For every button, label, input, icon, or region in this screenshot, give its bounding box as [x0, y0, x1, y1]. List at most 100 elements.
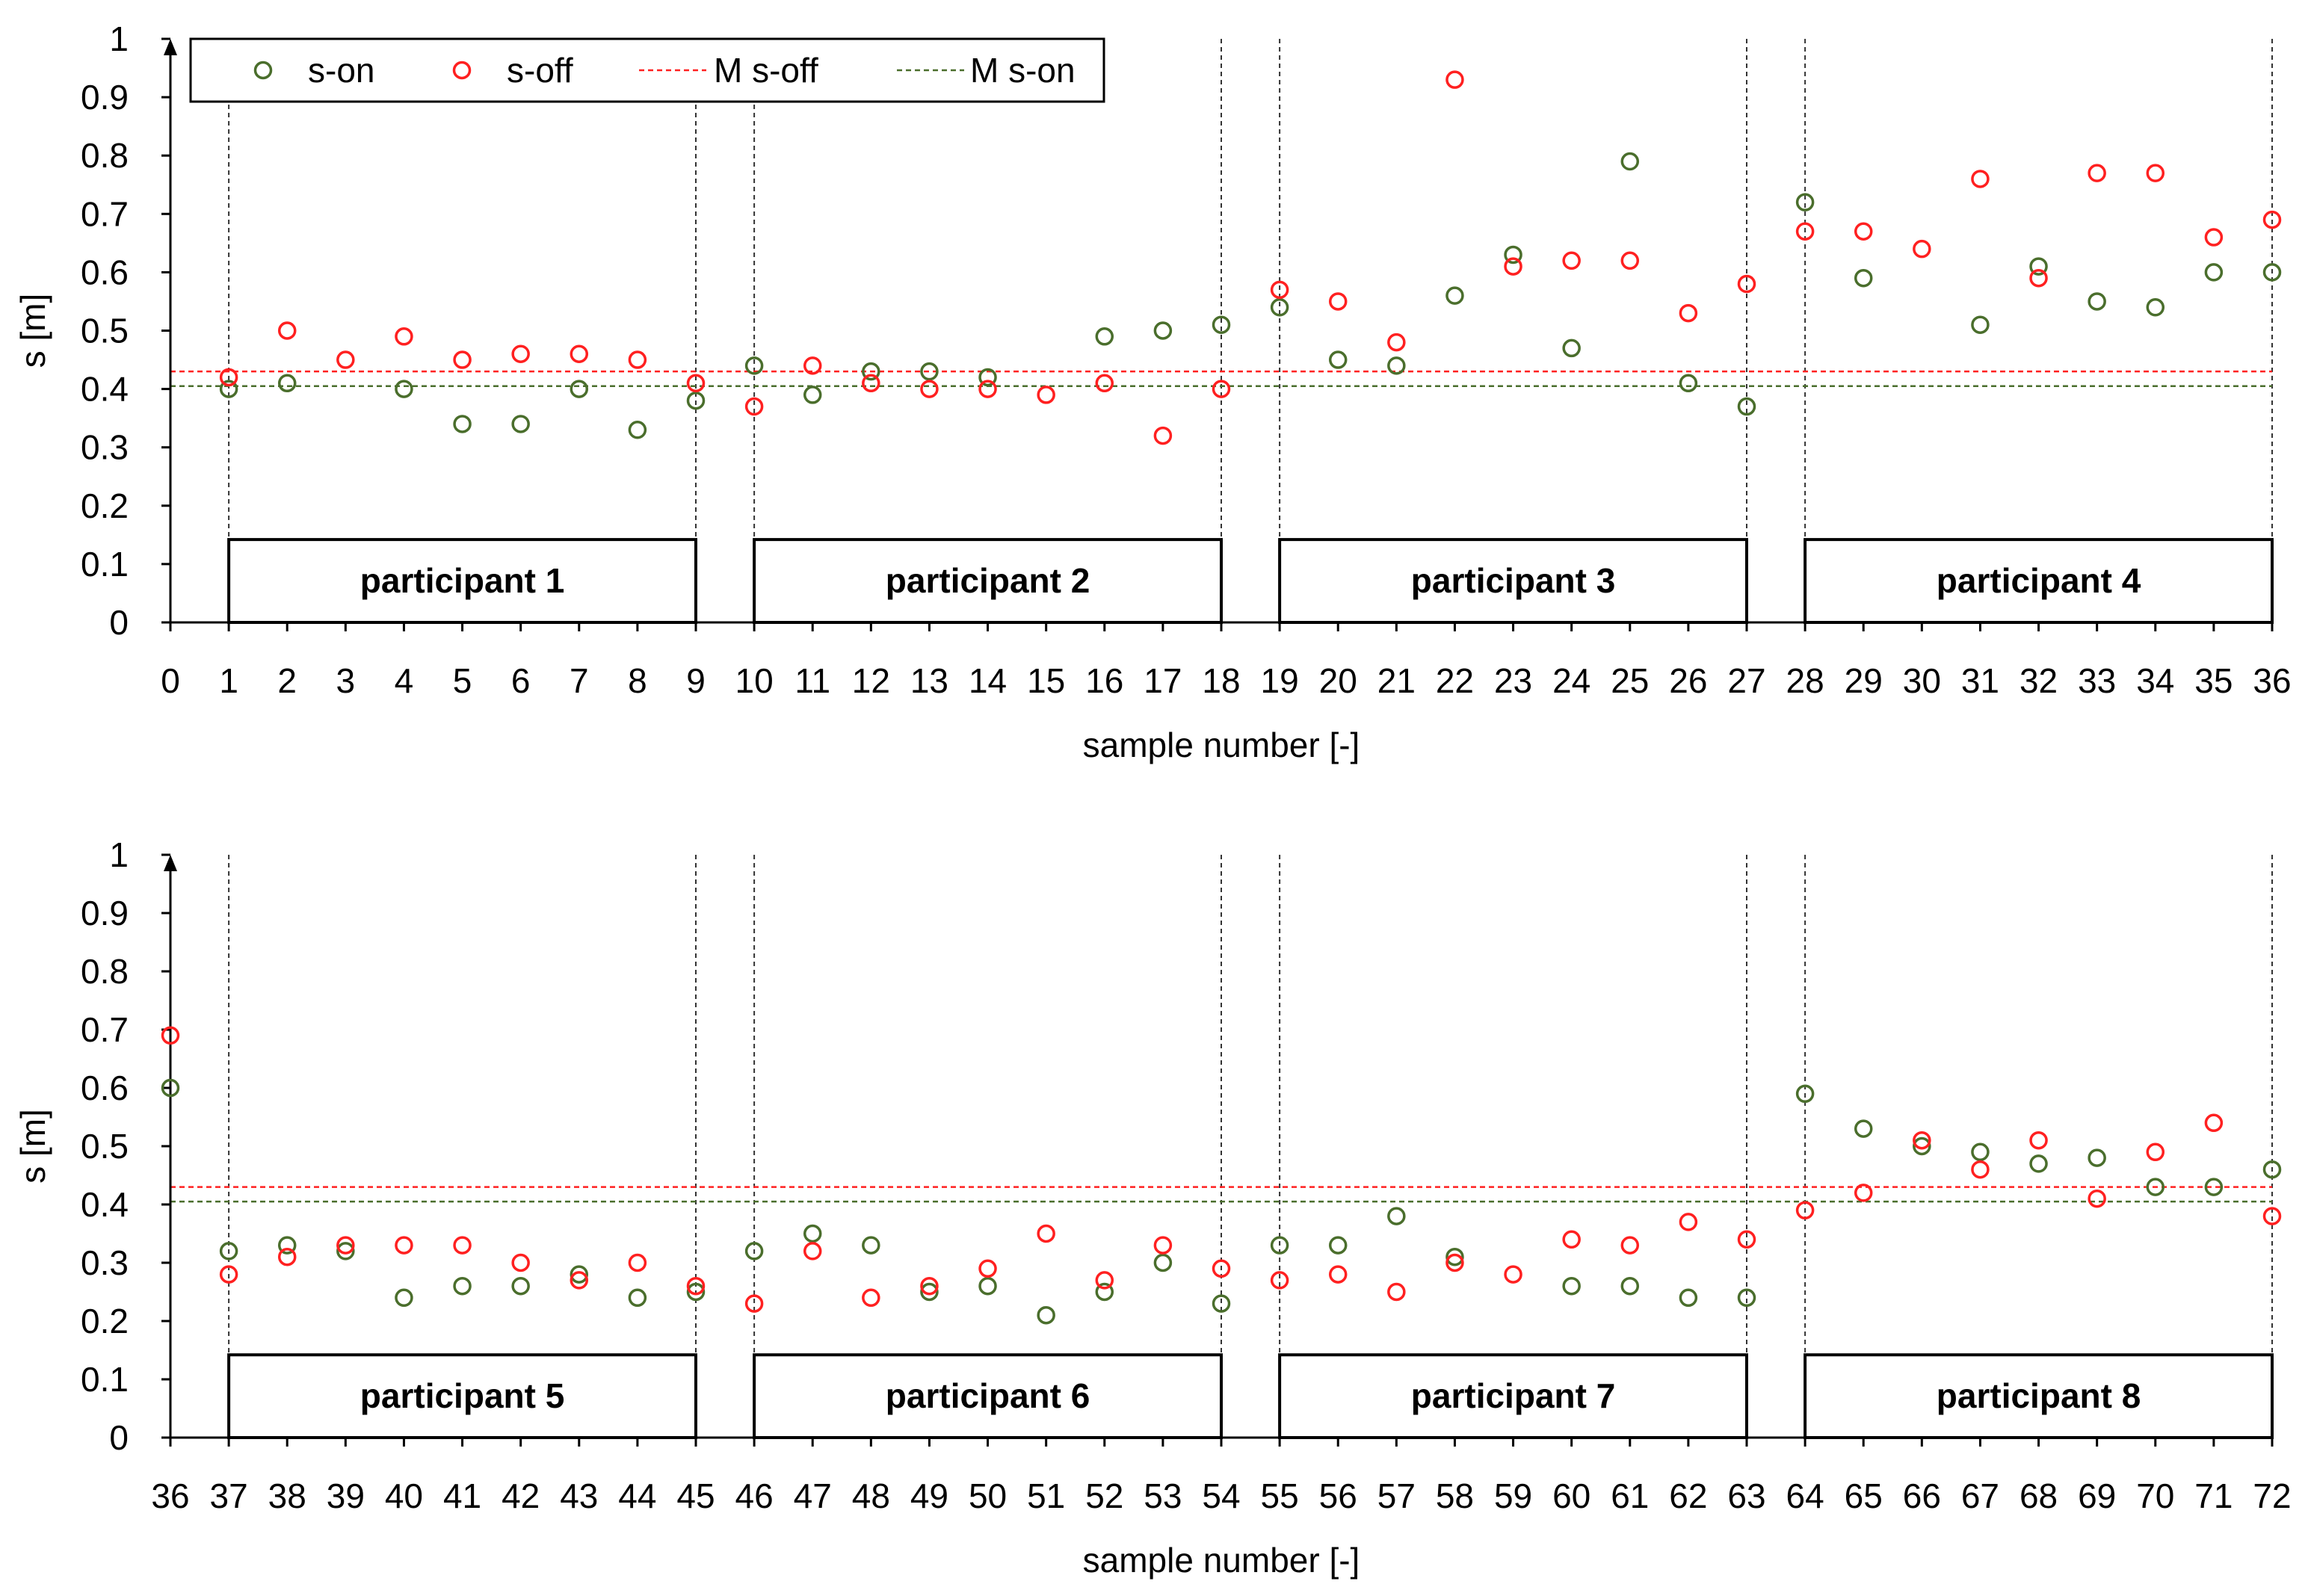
s-on-point	[2204, 1178, 2224, 1196]
x-tick-label: 20	[1319, 661, 1357, 700]
s-off-point	[277, 321, 297, 340]
s-off-point	[2029, 1130, 2048, 1150]
s-on-point	[862, 1236, 880, 1255]
s-off-point	[2262, 1207, 2282, 1225]
s-on-point	[453, 415, 472, 433]
x-tick-label: 55	[1261, 1476, 1299, 1515]
x-tick-label: 46	[735, 1476, 774, 1515]
s-off-point	[161, 1026, 180, 1045]
x-tick-label: 23	[1494, 661, 1532, 700]
s-on-point	[1445, 286, 1464, 305]
s-off-point	[1212, 380, 1231, 398]
s-off-point	[862, 374, 880, 393]
chart-panel-top: participant 1 participant 2 participant 3 p…	[13, 19, 2292, 764]
s-on-point	[628, 1288, 647, 1308]
y-tick-label: 0.4	[81, 370, 129, 409]
s-off-point	[1971, 1160, 1990, 1179]
x-tick-label: 57	[1377, 1476, 1416, 1515]
x-tick-label: 33	[2078, 661, 2116, 700]
s-on-point	[570, 380, 589, 398]
s-off-point	[1212, 1259, 1231, 1278]
s-on-point	[1270, 1236, 1289, 1255]
s-on-point	[1679, 374, 1698, 393]
x-tick-label: 38	[268, 1476, 306, 1515]
s-on-point	[1212, 315, 1231, 334]
legend-mean-s-on-label: M s-on	[970, 51, 1076, 90]
s-on-point	[395, 380, 413, 398]
x-tick-label: 34	[2136, 661, 2174, 700]
s-off-point	[2146, 164, 2165, 182]
s-on-point	[1445, 1247, 1464, 1266]
s-off-point	[1913, 1130, 1931, 1150]
s-off-point	[1795, 222, 1815, 241]
x-tick-label: 1	[219, 661, 238, 700]
s-on-point	[978, 368, 997, 387]
y-tick-label: 0.7	[81, 1010, 129, 1049]
s-on-point	[1854, 1119, 1873, 1138]
x-tick-label: 45	[676, 1476, 715, 1515]
s-on-point	[686, 1282, 706, 1302]
s-off-point	[1913, 239, 1931, 259]
s-on-point	[2146, 1178, 2165, 1196]
s-off-point	[1504, 257, 1522, 276]
s-off-point	[1387, 332, 1406, 352]
s-on-point	[1562, 1276, 1581, 1296]
s-on-point	[277, 374, 297, 393]
x-tick-label: 24	[1552, 661, 1590, 700]
s-off-point	[1037, 386, 1055, 404]
s-off-point	[2146, 1142, 2165, 1162]
x-tick-label: 15	[1027, 661, 1065, 700]
chart-panel-bottom: participant 5 participant 6 participant 7 p…	[13, 835, 2292, 1580]
s-off-point	[2204, 228, 2224, 247]
s-off-point	[511, 1253, 530, 1272]
x-tick-label: 5	[453, 661, 472, 700]
s-off-point	[2088, 1189, 2106, 1208]
legend-s-off-marker	[452, 61, 472, 80]
s-off-point	[453, 1236, 472, 1255]
s-on-point	[2029, 257, 2048, 276]
x-tick-label: 60	[1552, 1476, 1590, 1515]
s-off-point	[920, 380, 939, 398]
s-on-point	[803, 386, 822, 404]
participant-label: participant 4	[1937, 561, 2141, 600]
x-tick-label: 56	[1319, 1476, 1357, 1515]
y-tick-label: 0	[109, 603, 129, 642]
y-tick-label: 1	[109, 19, 129, 58]
s-on-point	[219, 1242, 238, 1261]
x-tick-label: 72	[2253, 1476, 2291, 1515]
s-on-point	[2088, 292, 2106, 311]
x-tick-label: 4	[395, 661, 414, 700]
s-on-point	[453, 1276, 472, 1296]
x-tick-label: 19	[1261, 661, 1299, 700]
y-tick-label: 0.9	[81, 894, 129, 932]
x-tick-label: 18	[1202, 661, 1240, 700]
s-off-point	[1095, 1271, 1114, 1290]
y-tick-label: 0.8	[81, 136, 129, 175]
y-tick-label: 0.4	[81, 1185, 129, 1224]
x-tick-label: 51	[1027, 1476, 1065, 1515]
legend-s-on-marker	[253, 61, 273, 80]
x-axis-title: sample number [-]	[1083, 1541, 1360, 1580]
s-off-point	[803, 356, 822, 375]
s-on-point	[1971, 315, 1990, 334]
s-on-point	[686, 391, 706, 410]
s-on-point	[1387, 356, 1406, 375]
y-axis-arrow-icon	[164, 39, 177, 55]
x-tick-label: 52	[1085, 1476, 1123, 1515]
s-off-point	[1328, 292, 1348, 311]
x-tick-label: 65	[1845, 1476, 1883, 1515]
y-axis-title: s [m]	[13, 294, 52, 368]
x-tick-label: 69	[2078, 1476, 2116, 1515]
s-off-point	[1270, 1271, 1289, 1290]
x-tick-label: 40	[385, 1476, 423, 1515]
participant-box	[227, 538, 698, 625]
s-off-point	[1971, 170, 1990, 188]
x-tick-label: 17	[1144, 661, 1182, 700]
x-tick-label: 36	[2253, 661, 2291, 700]
s-off-point	[570, 1271, 589, 1290]
s-off-point	[862, 1288, 880, 1308]
s-off-point	[686, 374, 706, 393]
s-off-point	[2088, 164, 2106, 182]
s-on-point	[2088, 1148, 2106, 1167]
y-tick-label: 0.5	[81, 312, 129, 350]
